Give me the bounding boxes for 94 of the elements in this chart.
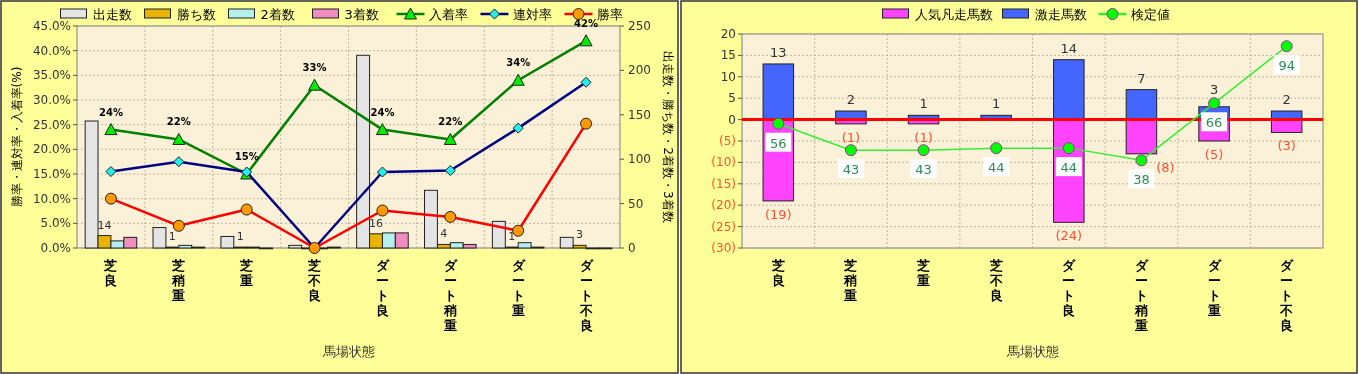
data-label: 43 <box>842 162 860 178</box>
y-tick-label: 40.0% <box>32 43 71 58</box>
x-axis-title: 馬場状態 <box>321 344 375 359</box>
data-label: (19) <box>764 206 792 222</box>
x-axis-title: 馬場状態 <box>1005 344 1059 359</box>
y-tick-label: 20.0% <box>32 142 71 157</box>
data-label: 14 <box>1060 40 1078 56</box>
x-tick-label: ダート不良 <box>578 258 594 333</box>
y-tick-label: 30.0% <box>32 93 71 107</box>
y-tick-label: (15) <box>711 176 736 191</box>
data-label: 66 <box>1205 115 1223 131</box>
data-label: 1 <box>992 96 1001 112</box>
data-label: 13 <box>770 44 787 60</box>
y2-axis-title: 出走数・勝ち数・2着数・3着数 <box>661 51 675 223</box>
legend-label: 激走馬数 <box>1034 7 1087 22</box>
y-tick-label: 5.0% <box>40 216 71 231</box>
data-label: 43 <box>915 162 932 178</box>
data-label: (1) <box>914 129 933 145</box>
data-label: 2 <box>846 92 856 108</box>
y2-tick-label: 50 <box>628 196 644 211</box>
y2-tick-label: 0 <box>628 241 636 255</box>
data-label: 38 <box>1133 172 1150 188</box>
x-tick-label: ダート不良 <box>1279 258 1295 333</box>
data-label: 22% <box>438 116 463 128</box>
data-label: (5) <box>1204 147 1224 162</box>
legend-label: 出走数 <box>92 7 132 22</box>
legend-label: 入着率 <box>428 7 468 22</box>
data-label: (3) <box>1277 138 1296 154</box>
legend-label: 勝率 <box>596 7 623 22</box>
data-label: 3 <box>1209 82 1219 98</box>
y-tick-label: 15 <box>720 48 736 63</box>
y-tick-label: 35.0% <box>32 68 71 83</box>
y2-tick-label: 200 <box>628 63 651 78</box>
data-label: 4 <box>440 227 448 241</box>
y-tick-label: (25) <box>711 219 736 234</box>
x-tick-label: 芝稍重 <box>843 258 858 303</box>
x-tick-label: 芝重 <box>239 258 254 288</box>
data-label: 56 <box>770 135 787 151</box>
y-tick-label: 25.0% <box>32 117 71 132</box>
y-tick-label: (30) <box>711 241 736 255</box>
legend-label: 2着数 <box>260 7 295 22</box>
legend-label: 人気凡走馬数 <box>914 7 993 22</box>
y2-tick-label: 250 <box>628 19 651 33</box>
data-label: 24% <box>98 106 123 118</box>
data-label: 15% <box>234 151 259 162</box>
x-tick-label: 芝重 <box>916 258 931 288</box>
legend-label: 検定値 <box>1130 7 1170 22</box>
data-label: 94 <box>1278 58 1295 74</box>
data-label: 7 <box>1137 70 1146 86</box>
y-tick-label: 20 <box>720 27 736 41</box>
x-tick-label: 芝稍重 <box>171 258 186 303</box>
x-tick-label: ダート稍重 <box>442 258 458 333</box>
y-tick-label: (5) <box>719 134 736 148</box>
x-tick-label: 芝良 <box>770 258 785 288</box>
data-label: 42% <box>574 17 599 29</box>
x-tick-label: ダート重 <box>510 258 526 318</box>
data-label: 1 <box>919 96 928 112</box>
data-label: (24) <box>1055 228 1083 244</box>
data-label: 3 <box>576 228 584 242</box>
y2-tick-label: 150 <box>628 107 651 122</box>
y-tick-label: 5 <box>728 91 736 106</box>
y2-tick-label: 100 <box>628 152 651 167</box>
data-label: 1 <box>236 230 244 244</box>
y-axis-title: 勝率・連対率・入着率(%) <box>10 66 24 208</box>
data-label: 33% <box>302 62 327 74</box>
x-tick-label: ダート良 <box>1062 258 1077 318</box>
legend-label: 3着数 <box>344 7 379 22</box>
y-tick-label: (10) <box>711 155 736 170</box>
x-tick-label: ダート重 <box>1206 258 1222 318</box>
x-tick-label: 芝不良 <box>307 258 322 303</box>
data-label: 1 <box>168 230 176 244</box>
data-label: 16 <box>368 216 383 230</box>
x-tick-label: ダート良 <box>375 258 390 318</box>
data-label: 34% <box>506 57 531 69</box>
y-tick-label: 0.0% <box>40 241 71 255</box>
x-tick-label: ダート稍重 <box>1133 258 1149 333</box>
y-tick-label: 10.0% <box>32 191 71 206</box>
data-label: 1 <box>508 230 516 244</box>
data-label: (1) <box>841 129 861 145</box>
y-tick-label: (20) <box>711 198 736 213</box>
y-tick-label: 0 <box>728 112 736 127</box>
y-tick-label: 45.0% <box>32 19 71 33</box>
data-label: (8) <box>1156 159 1175 175</box>
data-label: 44 <box>1060 160 1078 176</box>
legend-label: 勝ち数 <box>176 7 216 22</box>
y-tick-label: 15.0% <box>32 167 71 181</box>
x-tick-label: 芝不良 <box>988 258 1003 303</box>
data-label: 24% <box>370 106 395 118</box>
y-tick-label: 10 <box>720 69 736 84</box>
legend-label: 連対率 <box>512 7 552 22</box>
data-label: 22% <box>166 116 191 128</box>
data-label: 2 <box>1282 92 1291 108</box>
data-label: 44 <box>987 160 1005 176</box>
x-tick-label: 芝良 <box>103 258 118 288</box>
